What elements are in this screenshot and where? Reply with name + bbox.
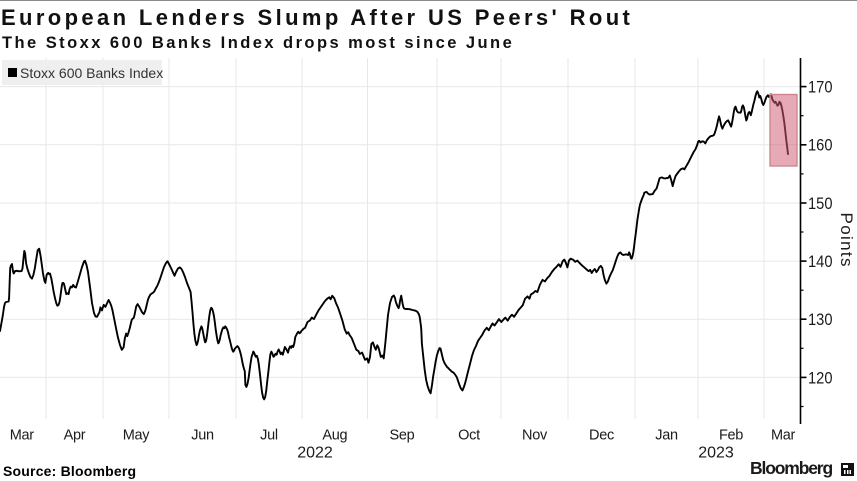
svg-text:Jul: Jul	[260, 428, 278, 444]
svg-text:140: 140	[808, 252, 833, 271]
svg-text:May: May	[123, 428, 151, 444]
svg-text:170: 170	[808, 78, 833, 97]
svg-text:Oct: Oct	[458, 428, 480, 444]
svg-text:2023: 2023	[698, 445, 734, 462]
svg-text:Apr: Apr	[64, 428, 86, 444]
svg-text:Jun: Jun	[191, 428, 214, 444]
svg-text:160: 160	[808, 136, 833, 155]
svg-text:130: 130	[808, 310, 833, 329]
svg-text:120: 120	[808, 368, 833, 387]
svg-text:Mar: Mar	[771, 428, 796, 444]
svg-text:Feb: Feb	[719, 428, 743, 444]
svg-text:2022: 2022	[297, 445, 333, 462]
svg-text:Mar: Mar	[10, 428, 35, 444]
svg-text:Dec: Dec	[589, 428, 614, 444]
svg-text:Jan: Jan	[655, 428, 678, 444]
svg-text:Aug: Aug	[322, 428, 347, 444]
svg-text:Points: Points	[837, 213, 856, 268]
svg-text:Sep: Sep	[390, 428, 415, 444]
svg-text:Nov: Nov	[522, 428, 548, 444]
svg-text:150: 150	[808, 194, 833, 213]
